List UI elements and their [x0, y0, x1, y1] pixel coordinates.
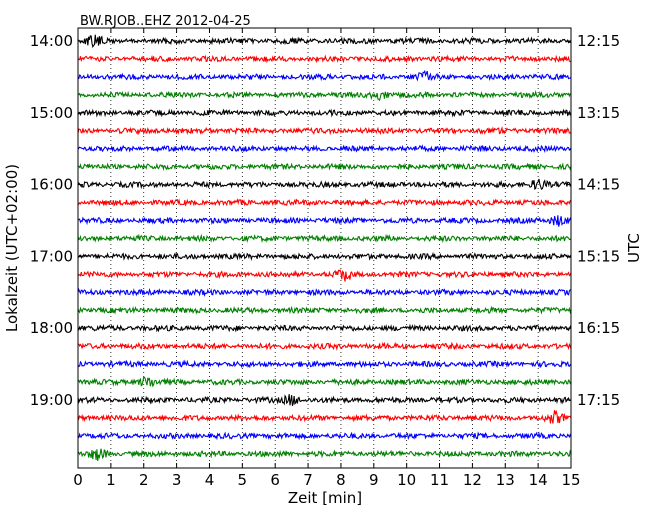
trace-line	[77, 69, 572, 82]
left-tick-label: 16:00	[30, 176, 73, 194]
x-tick-label: 5	[238, 471, 248, 489]
trace-line	[77, 431, 572, 441]
x-tick-label: 6	[270, 471, 280, 489]
trace-line	[77, 126, 572, 136]
x-tick-label: 11	[430, 471, 449, 489]
trace-line	[77, 409, 572, 424]
right-tick-label: 12:15	[577, 32, 620, 50]
x-tick-label: 15	[561, 471, 580, 489]
x-tick-label: 0	[73, 471, 83, 489]
chart-title: BW.RJOB..EHZ 2012-04-25	[80, 14, 251, 29]
trace-line	[77, 448, 572, 461]
left-tick-label: 15:00	[30, 104, 73, 122]
left-tick-label: 14:00	[30, 32, 73, 50]
trace-line	[77, 178, 572, 191]
trace-line	[78, 251, 572, 262]
x-tick-label: 13	[496, 471, 515, 489]
right-tick-label: 17:15	[577, 391, 620, 409]
right-axis-ticks: 12:15 13:15 14:15 15:15 16:15 17:15	[566, 32, 620, 409]
plot-frame	[77, 27, 572, 469]
y-axis-label-left: Lokalzeit (UTC+02:00)	[3, 164, 21, 332]
x-tick-label: 7	[303, 471, 313, 489]
trace-line	[77, 54, 572, 64]
trace-line	[77, 287, 572, 297]
x-tick-label: 14	[529, 471, 548, 489]
trace-line	[77, 305, 572, 315]
left-axis-ticks: 14:00 15:00 16:00 17:00 18:00 19:00	[30, 32, 83, 409]
x-tick-label: 10	[397, 471, 416, 489]
x-tick-label: 8	[336, 471, 346, 489]
x-tick-label: 1	[106, 471, 116, 489]
trace-line	[77, 162, 572, 172]
trace-line	[77, 108, 572, 118]
trace-line	[77, 323, 572, 333]
right-tick-label: 14:15	[577, 176, 620, 194]
left-tick-label: 17:00	[30, 247, 73, 265]
trace-line	[77, 89, 572, 102]
trace-line	[77, 144, 572, 153]
y-axis-label-right: UTC	[625, 233, 643, 263]
trace-line	[77, 359, 572, 369]
right-tick-label: 16:15	[577, 319, 620, 337]
x-tick-label: 2	[139, 471, 149, 489]
right-tick-label: 13:15	[577, 104, 620, 122]
trace-line	[77, 394, 572, 407]
x-axis-label: Zeit [min]	[288, 489, 362, 507]
trace-line	[77, 375, 572, 388]
x-tick-label: 4	[205, 471, 215, 489]
vertical-grid	[110, 28, 539, 468]
right-tick-label: 15:15	[577, 247, 620, 265]
trace-line	[77, 198, 572, 207]
trace-line	[77, 269, 572, 282]
x-tick-label: 12	[463, 471, 482, 489]
left-tick-label: 19:00	[30, 391, 73, 409]
left-tick-label: 18:00	[30, 319, 73, 337]
x-axis-ticks: 0 1 2 3 4 5 6 7 8 9 10 11 12 13 14 15	[73, 28, 581, 489]
trace-line	[77, 215, 572, 227]
trace-line	[77, 341, 572, 351]
traces-group	[77, 34, 572, 461]
x-tick-label: 9	[369, 471, 379, 489]
x-tick-label: 3	[172, 471, 182, 489]
trace-line	[77, 34, 572, 49]
trace-line	[77, 233, 572, 244]
